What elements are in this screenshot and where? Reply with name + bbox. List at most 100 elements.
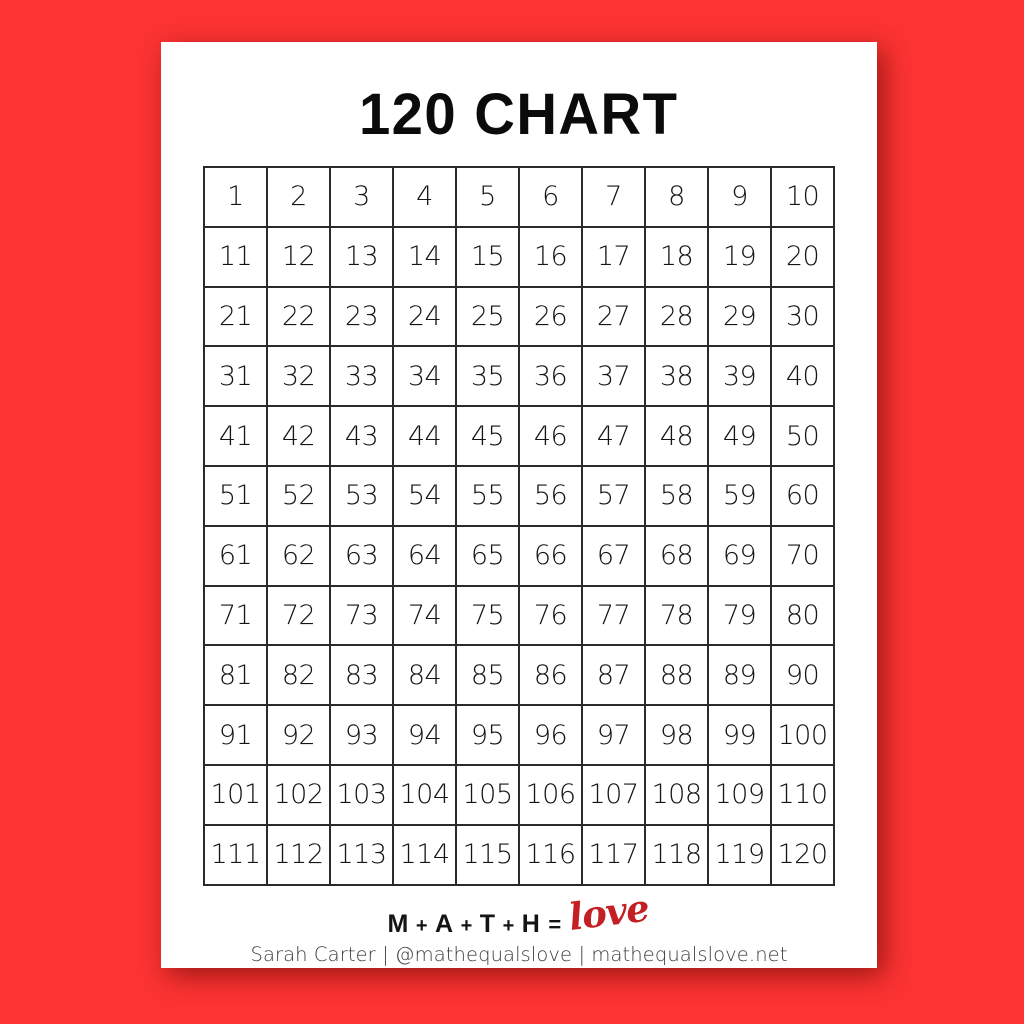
number-cell[interactable]: 15	[455, 225, 520, 288]
number-cell[interactable]: 118	[644, 823, 709, 886]
number-cell[interactable]: 82	[266, 644, 331, 707]
number-cell[interactable]: 94	[392, 704, 457, 766]
number-cell[interactable]: 5	[455, 166, 520, 228]
number-cell[interactable]: 9	[707, 166, 772, 228]
number-cell[interactable]: 19	[707, 225, 772, 288]
number-cell[interactable]: 33	[329, 345, 394, 408]
number-cell[interactable]: 11	[203, 225, 268, 288]
number-cell[interactable]: 70	[770, 524, 835, 587]
number-cell[interactable]: 90	[770, 644, 835, 707]
number-cell[interactable]: 108	[644, 763, 709, 826]
number-cell[interactable]: 47	[581, 405, 646, 467]
number-cell[interactable]: 46	[518, 405, 583, 467]
number-cell[interactable]: 87	[581, 644, 646, 707]
number-cell[interactable]: 65	[455, 524, 520, 587]
number-cell[interactable]: 6	[518, 166, 583, 228]
number-cell[interactable]: 20	[770, 225, 835, 288]
number-cell[interactable]: 57	[581, 464, 646, 527]
number-cell[interactable]: 54	[392, 464, 457, 527]
number-cell[interactable]: 31	[203, 345, 268, 408]
number-cell[interactable]: 10	[770, 166, 835, 228]
number-cell[interactable]: 113	[329, 823, 394, 886]
number-cell[interactable]: 28	[644, 285, 709, 348]
number-cell[interactable]: 38	[644, 345, 709, 408]
number-cell[interactable]: 81	[203, 644, 268, 707]
number-cell[interactable]: 22	[266, 285, 331, 348]
number-cell[interactable]: 26	[518, 285, 583, 348]
number-cell[interactable]: 100	[770, 704, 835, 766]
number-cell[interactable]: 59	[707, 464, 772, 527]
number-cell[interactable]: 110	[770, 763, 835, 826]
number-cell[interactable]: 50	[770, 405, 835, 467]
number-cell[interactable]: 3	[329, 166, 394, 228]
number-cell[interactable]: 119	[707, 823, 772, 886]
number-cell[interactable]: 53	[329, 464, 394, 527]
number-cell[interactable]: 78	[644, 584, 709, 647]
number-cell[interactable]: 30	[770, 285, 835, 348]
number-cell[interactable]: 69	[707, 524, 772, 587]
number-cell[interactable]: 103	[329, 763, 394, 826]
number-cell[interactable]: 117	[581, 823, 646, 886]
number-cell[interactable]: 18	[644, 225, 709, 288]
number-cell[interactable]: 41	[203, 405, 268, 467]
number-cell[interactable]: 86	[518, 644, 583, 707]
number-cell[interactable]: 102	[266, 763, 331, 826]
number-cell[interactable]: 109	[707, 763, 772, 826]
number-cell[interactable]: 68	[644, 524, 709, 587]
number-cell[interactable]: 49	[707, 405, 772, 467]
number-cell[interactable]: 56	[518, 464, 583, 527]
number-cell[interactable]: 101	[203, 763, 268, 826]
number-cell[interactable]: 91	[203, 704, 268, 766]
number-cell[interactable]: 60	[770, 464, 835, 527]
number-cell[interactable]: 34	[392, 345, 457, 408]
number-cell[interactable]: 1	[203, 166, 268, 228]
number-cell[interactable]: 77	[581, 584, 646, 647]
number-cell[interactable]: 37	[581, 345, 646, 408]
number-cell[interactable]: 85	[455, 644, 520, 707]
number-cell[interactable]: 48	[644, 405, 709, 467]
number-cell[interactable]: 93	[329, 704, 394, 766]
number-cell[interactable]: 80	[770, 584, 835, 647]
number-cell[interactable]: 27	[581, 285, 646, 348]
number-cell[interactable]: 8	[644, 166, 709, 228]
number-cell[interactable]: 43	[329, 405, 394, 467]
number-cell[interactable]: 106	[518, 763, 583, 826]
number-cell[interactable]: 84	[392, 644, 457, 707]
number-cell[interactable]: 2	[266, 166, 331, 228]
number-cell[interactable]: 64	[392, 524, 457, 587]
number-cell[interactable]: 44	[392, 405, 457, 467]
number-cell[interactable]: 104	[392, 763, 457, 826]
number-cell[interactable]: 17	[581, 225, 646, 288]
number-cell[interactable]: 96	[518, 704, 583, 766]
number-cell[interactable]: 55	[455, 464, 520, 527]
number-cell[interactable]: 75	[455, 584, 520, 647]
number-cell[interactable]: 63	[329, 524, 394, 587]
number-cell[interactable]: 16	[518, 225, 583, 288]
number-cell[interactable]: 23	[329, 285, 394, 348]
number-cell[interactable]: 67	[581, 524, 646, 587]
number-cell[interactable]: 76	[518, 584, 583, 647]
number-cell[interactable]: 24	[392, 285, 457, 348]
number-cell[interactable]: 7	[581, 166, 646, 228]
number-cell[interactable]: 112	[266, 823, 331, 886]
number-cell[interactable]: 51	[203, 464, 268, 527]
number-cell[interactable]: 39	[707, 345, 772, 408]
number-cell[interactable]: 14	[392, 225, 457, 288]
number-cell[interactable]: 83	[329, 644, 394, 707]
number-cell[interactable]: 29	[707, 285, 772, 348]
number-cell[interactable]: 107	[581, 763, 646, 826]
number-cell[interactable]: 72	[266, 584, 331, 647]
number-cell[interactable]: 111	[203, 823, 268, 886]
number-cell[interactable]: 66	[518, 524, 583, 587]
number-cell[interactable]: 36	[518, 345, 583, 408]
number-cell[interactable]: 25	[455, 285, 520, 348]
number-cell[interactable]: 62	[266, 524, 331, 587]
number-cell[interactable]: 97	[581, 704, 646, 766]
number-cell[interactable]: 52	[266, 464, 331, 527]
number-cell[interactable]: 114	[392, 823, 457, 886]
number-cell[interactable]: 74	[392, 584, 457, 647]
number-cell[interactable]: 115	[455, 823, 520, 886]
number-cell[interactable]: 105	[455, 763, 520, 826]
number-cell[interactable]: 32	[266, 345, 331, 408]
number-cell[interactable]: 92	[266, 704, 331, 766]
